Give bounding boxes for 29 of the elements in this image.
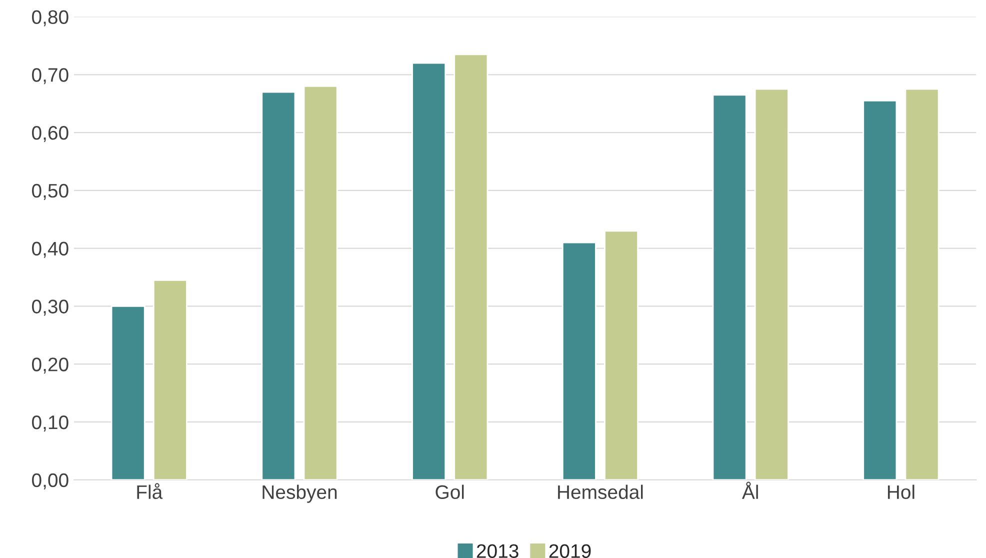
bar (604, 230, 639, 480)
x-tick-label: Hol (888, 484, 914, 500)
x-tick-label: Ål (742, 482, 758, 499)
bar (261, 91, 296, 480)
bar (754, 88, 789, 480)
x-tick-label: Gol (436, 484, 464, 500)
y-tick-label: 0,80 (32, 10, 68, 26)
bar (412, 62, 446, 480)
x-tick-label: Nesbyen (262, 484, 337, 503)
legend-label: 2013 (476, 544, 518, 558)
y-tick-label: 0,60 (32, 126, 68, 142)
y-tick-label: 0,20 (32, 358, 68, 374)
bar (712, 94, 747, 480)
bar (303, 86, 338, 480)
y-tick-label: 0,50 (32, 184, 68, 200)
y-tick-label: 0,10 (32, 415, 68, 432)
legend-label: 2019 (549, 544, 591, 558)
bar (904, 88, 940, 480)
y-tick-label: 0,00 (32, 473, 68, 490)
x-tick-label: Hemsedal (558, 484, 643, 500)
y-tick-label: 0,30 (32, 300, 68, 316)
bar (110, 306, 146, 480)
x-tick-label: Flå (137, 483, 163, 500)
bar (862, 100, 898, 480)
bar (454, 54, 488, 480)
bar (562, 242, 596, 480)
bar (152, 279, 188, 480)
y-tick-label: 0,70 (32, 68, 68, 84)
y-tick-label: 0,40 (32, 242, 68, 258)
